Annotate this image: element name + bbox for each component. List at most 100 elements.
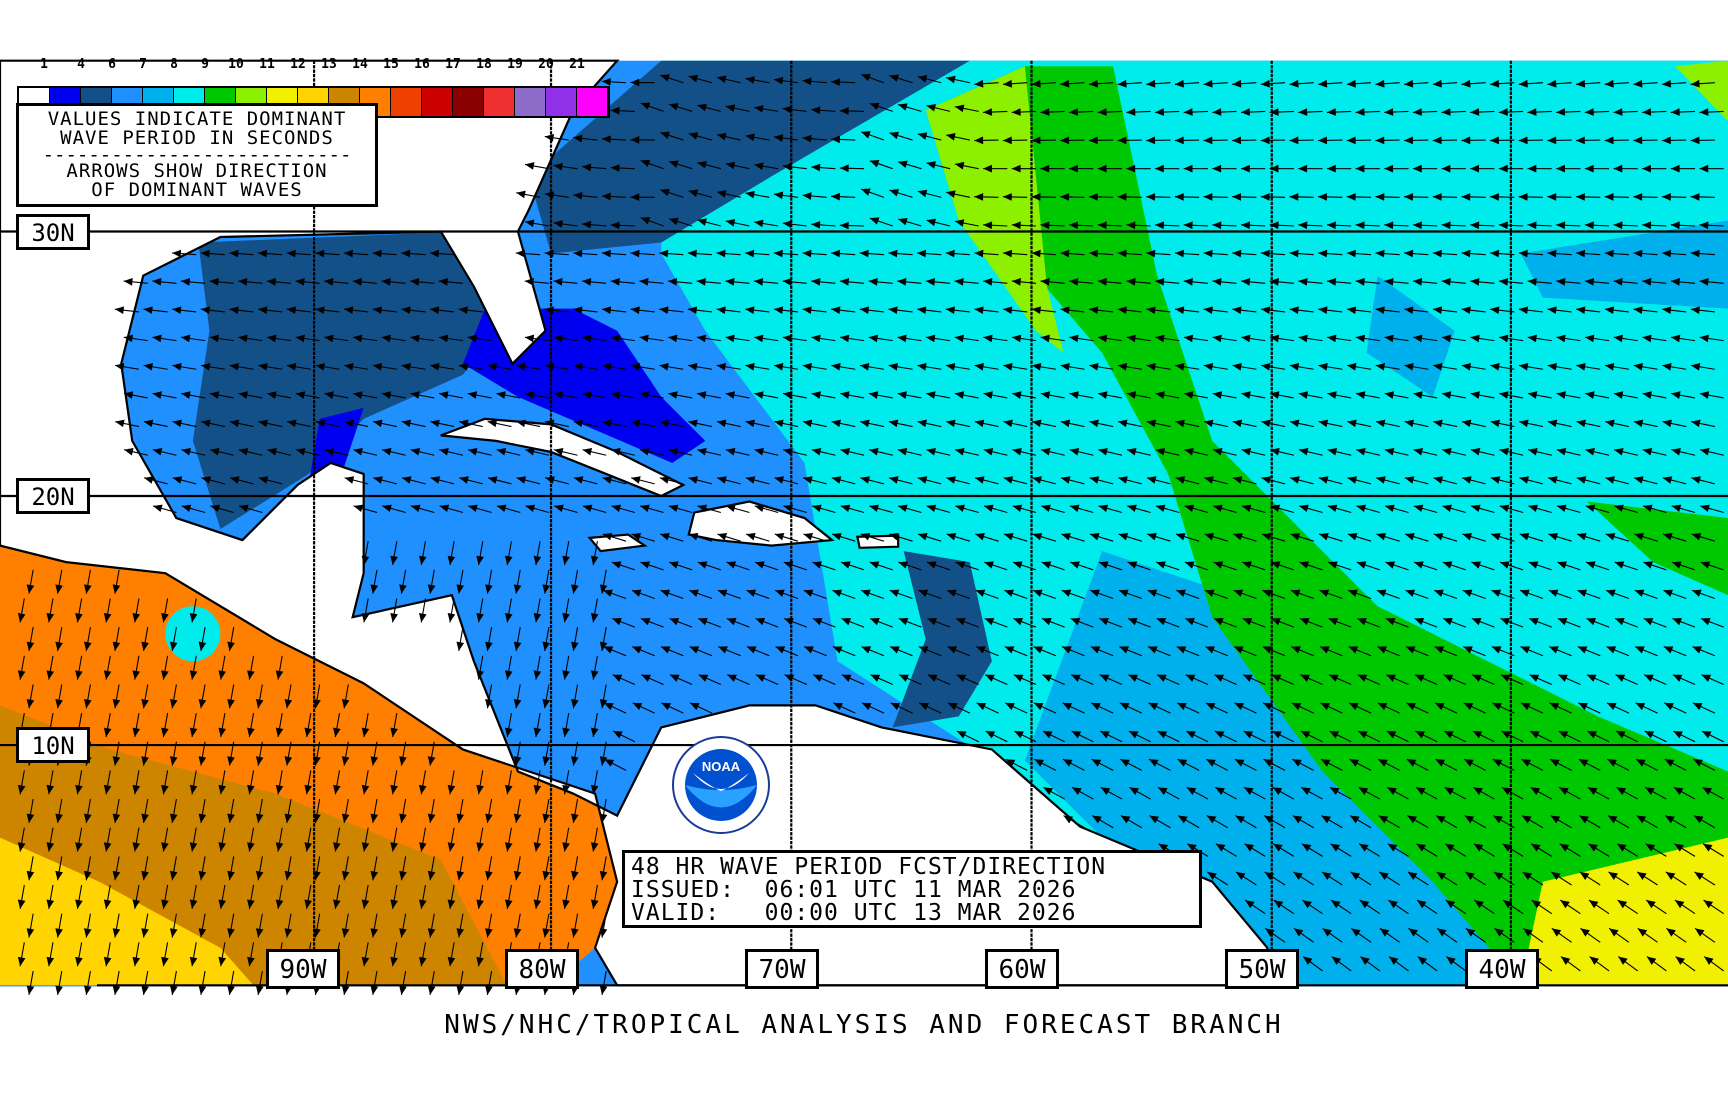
arrow-head-icon (811, 278, 821, 286)
arrow-head-icon (1147, 532, 1157, 541)
arrow-head-icon (209, 278, 219, 286)
arrow-head-icon (1262, 646, 1273, 654)
noaa-logo: NOAA (672, 736, 770, 834)
arrow-head-icon (1069, 504, 1080, 513)
arrow-head-icon (1146, 476, 1157, 484)
arrow-head-icon (513, 813, 522, 823)
arrow-head-icon (1500, 674, 1511, 682)
arrow-head-icon (1387, 787, 1397, 796)
arrow-head-icon (1157, 674, 1167, 682)
arrow-head-icon (1518, 136, 1528, 145)
arrow-head-icon (590, 784, 599, 795)
arrow-head-icon (956, 731, 967, 739)
arrow-head-icon (361, 842, 370, 852)
arrow-head-icon (467, 447, 478, 456)
arrow-head-icon (917, 476, 928, 484)
arrow-head-icon (802, 306, 812, 315)
arrow-head-icon (1183, 221, 1193, 230)
arrow-head-icon (1146, 362, 1156, 371)
arrow-head-icon (112, 870, 121, 881)
arrow-head-icon (1375, 136, 1385, 145)
arrow-head-icon (725, 447, 736, 456)
arrow-head-icon (200, 249, 210, 258)
arrow-head-icon (1461, 79, 1471, 88)
arrow-head-icon (1355, 334, 1366, 343)
arrow-head-icon (1155, 391, 1165, 399)
arrow-head-icon (697, 561, 708, 569)
arrow-head-icon (132, 727, 141, 737)
arrow-head-icon (112, 756, 121, 766)
arrow-head-icon (46, 670, 55, 680)
arrow-head-icon (1519, 476, 1529, 484)
region-lime (925, 60, 1728, 353)
arrow-head-icon (1184, 561, 1195, 569)
arrow-head-icon (861, 131, 871, 139)
arrow-head-icon (1433, 419, 1443, 428)
arrow-head-icon (1233, 646, 1244, 654)
arrow-head-icon (811, 447, 822, 456)
arrow-head-icon (861, 188, 871, 196)
arrow-head-icon (697, 447, 707, 456)
arrow-head-icon (1389, 956, 1399, 965)
arrow-head-icon (755, 618, 766, 626)
arrow-head-icon (1011, 221, 1021, 230)
arrow-head-icon (198, 698, 207, 709)
arrow-head-icon (1613, 391, 1624, 399)
arrow-head-icon (343, 249, 354, 258)
arrow-head-icon (1642, 108, 1652, 116)
arrow-head-icon (1269, 221, 1279, 230)
arrow-head-icon (1547, 362, 1557, 371)
arrow-head-icon (1441, 278, 1451, 286)
arrow-head-icon (210, 504, 220, 513)
arrow-head-icon (1185, 674, 1196, 682)
arrow-head-icon (1576, 79, 1586, 88)
arrow-head-icon (17, 956, 26, 967)
arrow-head-icon (984, 504, 994, 513)
arrow-head-icon (831, 78, 841, 86)
arrow-head-icon (613, 731, 623, 739)
arrow-head-icon (275, 670, 284, 680)
arrow-head-icon (1204, 476, 1214, 484)
arrow-head-icon (1299, 618, 1310, 626)
arrow-head-icon (611, 447, 621, 456)
arrow-head-icon (1470, 447, 1481, 456)
arrow-head-icon (718, 646, 728, 654)
arrow-head-icon (1176, 589, 1186, 597)
arrow-head-icon (189, 727, 198, 737)
arrow-head-icon (898, 217, 908, 226)
arrow-head-icon (447, 784, 456, 795)
arrow-head-icon (1118, 532, 1129, 541)
arrow-head-icon (1519, 362, 1529, 371)
arrow-head-icon (573, 306, 583, 315)
arrow-head-icon (985, 674, 995, 682)
arrow-head-icon (782, 278, 792, 286)
arrow-head-icon (611, 561, 622, 569)
arrow-head-icon (1062, 702, 1073, 711)
arrow-head-icon (573, 191, 583, 200)
arrow-head-icon (1470, 164, 1480, 173)
arrow-head-icon (1291, 646, 1301, 654)
graticule (0, 60, 1728, 987)
arrow-head-icon (1260, 249, 1270, 258)
arrow-head-icon (599, 641, 608, 652)
arrow-head-icon (103, 784, 112, 795)
arrow-head-icon (1327, 447, 1338, 456)
arrow-head-icon (1147, 589, 1158, 597)
arrow-head-icon (418, 842, 427, 852)
arrow-head-icon (1437, 928, 1447, 937)
arrow-head-icon (315, 306, 325, 315)
arrow-head-icon (1404, 362, 1414, 371)
arrow-head-icon (1415, 787, 1426, 796)
arrow-head-icon (1673, 787, 1684, 796)
arrow-head-icon (975, 476, 985, 484)
arrow-head-icon (1662, 249, 1672, 258)
arrow-head-icon (611, 504, 622, 513)
arrow-head-icon (1375, 419, 1386, 428)
arrow-head-icon (1205, 702, 1216, 711)
arrow-head-icon (1060, 136, 1070, 145)
arrow-head-icon (1040, 108, 1050, 116)
arrow-head-icon (1584, 108, 1594, 116)
arrow-head-icon (361, 727, 370, 737)
arrow-head-icon (1149, 815, 1160, 824)
arrow-head-icon (341, 870, 350, 881)
